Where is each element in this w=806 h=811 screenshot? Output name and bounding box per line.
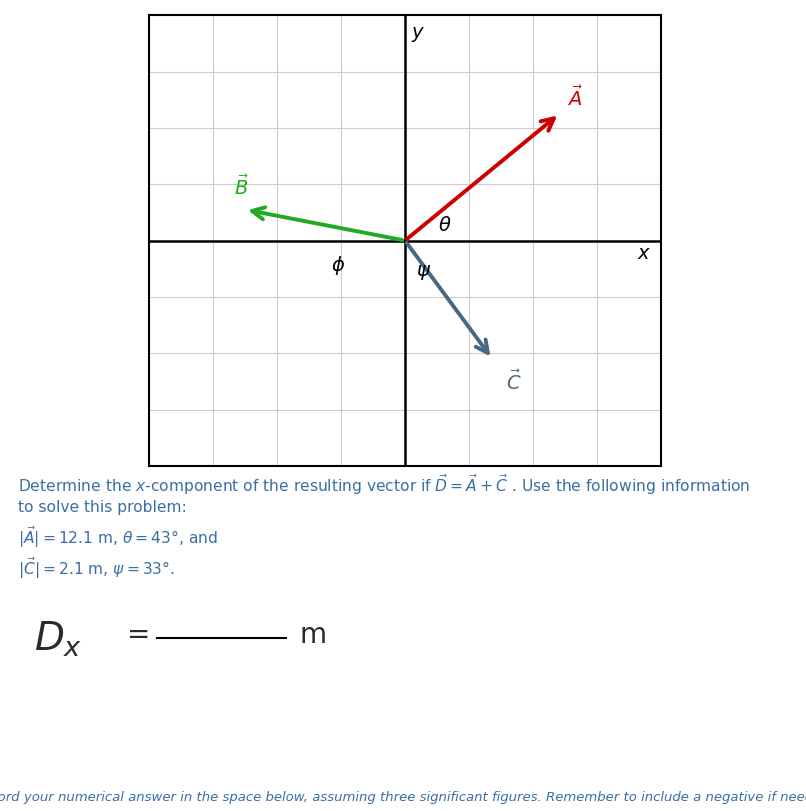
Text: m: m bbox=[300, 620, 327, 648]
Text: $\vec{B}$: $\vec{B}$ bbox=[235, 175, 249, 199]
Text: to solve this problem:: to solve this problem: bbox=[18, 500, 186, 514]
Text: Record your numerical answer in the space below, assuming three significant figu: Record your numerical answer in the spac… bbox=[0, 790, 806, 803]
Text: $\psi$: $\psi$ bbox=[416, 263, 431, 281]
Text: $\theta$: $\theta$ bbox=[438, 216, 452, 234]
Text: $\phi$: $\phi$ bbox=[330, 254, 345, 277]
Text: $D_x$: $D_x$ bbox=[34, 619, 82, 658]
Text: $y$: $y$ bbox=[411, 24, 426, 44]
Text: $|\vec{C}| = 2.1$ m, $\psi = 33°$.: $|\vec{C}| = 2.1$ m, $\psi = 33°$. bbox=[18, 555, 175, 581]
Text: Determine the $x$-component of the resulting vector if $\vec{D} = \vec{A} + \vec: Determine the $x$-component of the resul… bbox=[18, 472, 750, 496]
Text: $x$: $x$ bbox=[637, 244, 651, 263]
Text: $\vec{C}$: $\vec{C}$ bbox=[506, 369, 521, 393]
Text: $|\vec{A}| = 12.1$ m, $\theta = 43°$, and: $|\vec{A}| = 12.1$ m, $\theta = 43°$, an… bbox=[18, 524, 218, 550]
Text: $\vec{A}$: $\vec{A}$ bbox=[567, 86, 583, 110]
Text: =: = bbox=[127, 620, 151, 648]
